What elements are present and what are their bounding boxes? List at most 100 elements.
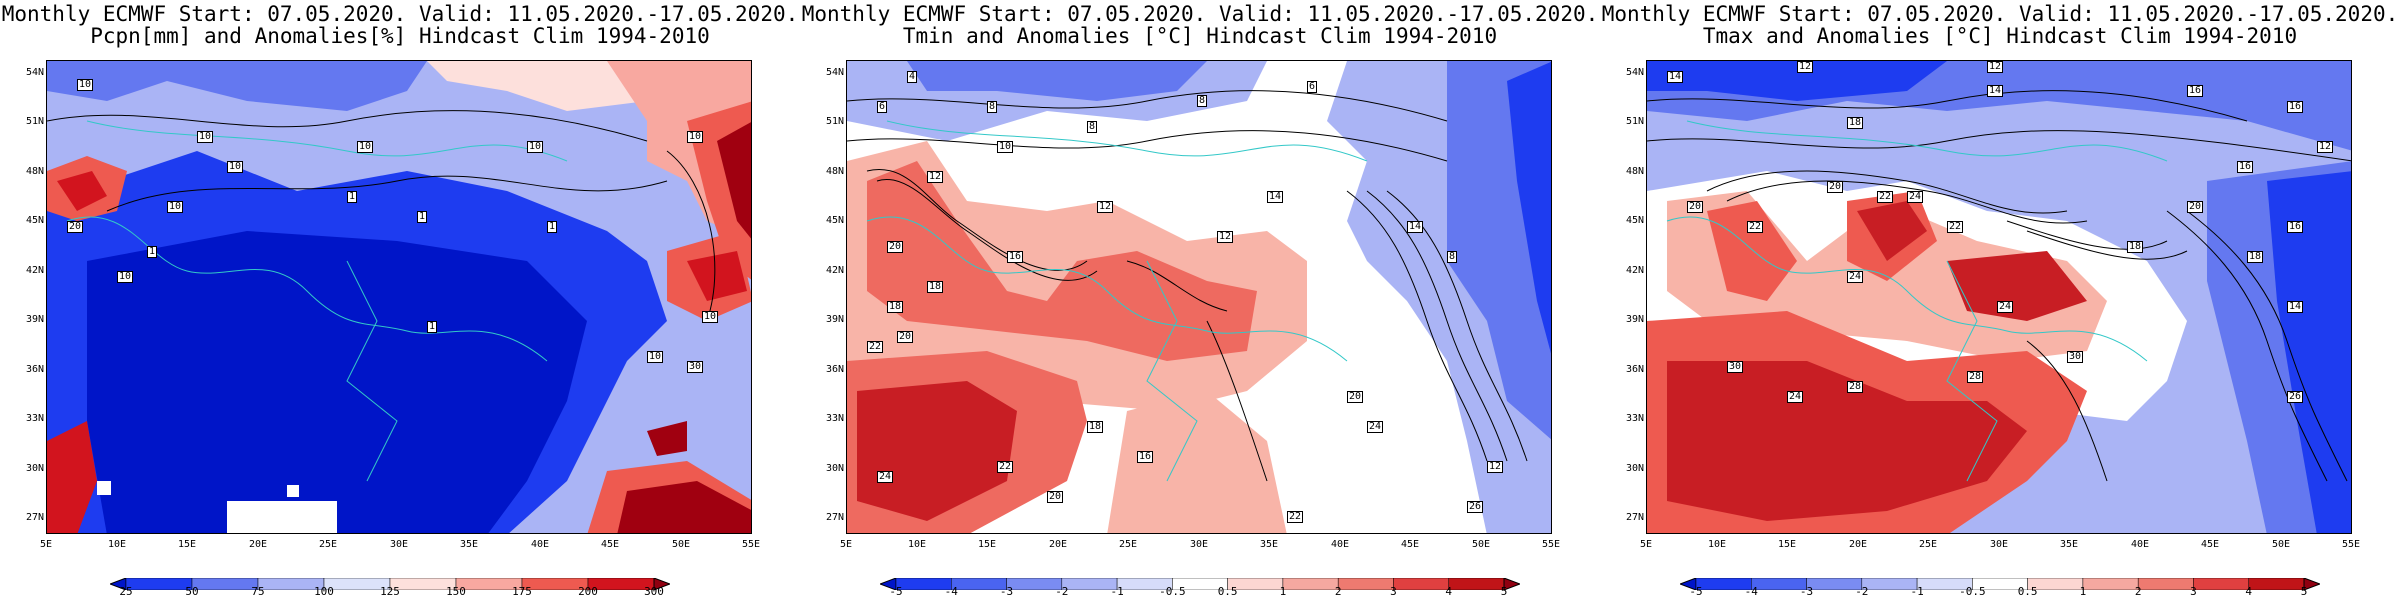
lon-tick: 55E xyxy=(1541,539,1561,550)
contour-label: 18 xyxy=(2247,251,2264,263)
contour-label: 24 xyxy=(1847,271,1864,283)
lon-tick: 45E xyxy=(600,539,620,550)
contour-label: 1 xyxy=(417,211,428,223)
panel-tmax: Monthly ECMWF Start: 07.05.2020. Valid: … xyxy=(1600,0,2400,600)
colorbar-label: 4 xyxy=(2245,585,2253,598)
contour-label: 6 xyxy=(1307,81,1318,93)
lat-tick: 45N xyxy=(25,215,44,226)
colorbar-label: -5 xyxy=(1689,585,1703,598)
contour-label: 8 xyxy=(1087,121,1098,133)
colorbar-label: 1 xyxy=(2079,585,2087,598)
lon-tick: 55E xyxy=(741,539,761,550)
contour-label: 4 xyxy=(907,71,918,83)
lon-tick: 25E xyxy=(1918,539,1938,550)
contour-label: 10 xyxy=(687,131,704,143)
lon-tick: 25E xyxy=(318,539,338,550)
contour-label: 20 xyxy=(887,241,904,253)
colorbar-graphic xyxy=(110,578,670,590)
contour-label: 12 xyxy=(1797,61,1814,73)
panel-title-line2: Tmin and Anomalies [°C] Hindcast Clim 19… xyxy=(902,24,1498,48)
colorbar-label: -3 xyxy=(999,585,1014,598)
colorbar-segment xyxy=(653,578,670,590)
lat-tick: 36N xyxy=(25,364,44,375)
lat-tick: 48N xyxy=(1625,166,1644,177)
colorbar-label: 2 xyxy=(2134,585,2142,598)
lon-tick: 10E xyxy=(107,539,127,550)
lat-tick: 33N xyxy=(25,413,44,424)
lon-tick: 45E xyxy=(2200,539,2220,550)
lat-tick: 48N xyxy=(25,166,44,177)
lat-tick: 39N xyxy=(1625,314,1644,325)
colorbar-label: -4 xyxy=(944,585,958,598)
contour-label: 22 xyxy=(1877,191,1894,203)
lat-tick: 54N xyxy=(25,67,44,78)
colorbar-label: 25 xyxy=(119,585,133,598)
lon-tick: 40E xyxy=(2130,539,2150,550)
colorbar-label: 0.5 xyxy=(1217,585,1238,598)
colorbar-label: 100 xyxy=(314,585,334,598)
colorbar-label: 200 xyxy=(578,585,598,598)
contour-label: 22 xyxy=(867,341,884,353)
colorbar-label: -0.5 xyxy=(1159,585,1186,598)
colorbar-label: -4 xyxy=(1744,585,1758,598)
contour-label: 1 xyxy=(547,221,558,233)
tmin-map: 4 6 8 8 8 6 10 12 12 14 16 12 20 18 18 2… xyxy=(846,60,1552,534)
lat-tick: 33N xyxy=(825,413,844,424)
contour-label: 26 xyxy=(1467,501,1484,513)
lon-tick: 25E xyxy=(1118,539,1138,550)
colorbar xyxy=(880,578,1520,590)
tmax-map: 12 14 12 14 16 16 18 20 22 24 20 22 24 2… xyxy=(1646,60,2352,534)
lon-tick: 55E xyxy=(2341,539,2361,550)
lon-tick: 30E xyxy=(1989,539,2009,550)
contour-label: 10 xyxy=(227,161,244,173)
colorbar xyxy=(1680,578,2320,590)
contour-label: 16 xyxy=(2187,85,2204,97)
contour-label: 8 xyxy=(1197,95,1208,107)
panel-precipitation: Monthly ECMWF Start: 07.05.2020. Valid: … xyxy=(0,0,800,600)
contour-label: 14 xyxy=(2287,301,2304,313)
lat-tick: 30N xyxy=(825,463,844,474)
lat-tick: 36N xyxy=(825,364,844,375)
contour-label: 28 xyxy=(1847,381,1864,393)
contour-label: 18 xyxy=(1847,117,1864,129)
contour-label: 24 xyxy=(1997,301,2014,313)
contour-label: 14 xyxy=(1407,221,1424,233)
contour-label: 10 xyxy=(117,271,134,283)
colorbar-label: 75 xyxy=(251,585,265,598)
colorbar-label: -1 xyxy=(1910,585,1924,598)
colorbar-label: 150 xyxy=(446,585,466,598)
colorbar-label: 125 xyxy=(380,585,400,598)
contour-label: 18 xyxy=(927,281,944,293)
lat-tick: 27N xyxy=(1625,512,1644,523)
tmax-map-graphic xyxy=(1647,61,2351,533)
contour-label: 16 xyxy=(1137,451,1154,463)
colorbar-graphic xyxy=(1680,578,2320,590)
panel-title-line1: Monthly ECMWF Start: 07.05.2020. Valid: … xyxy=(801,2,1599,26)
colorbar-label: 300 xyxy=(644,585,664,598)
contour-label: 24 xyxy=(1787,391,1804,403)
contour-label: 16 xyxy=(1007,251,1024,263)
contour-label: 12 xyxy=(2317,141,2334,153)
contour-label: 16 xyxy=(2237,161,2254,173)
contour-label: 10 xyxy=(997,141,1014,153)
lat-tick: 51N xyxy=(25,116,44,127)
lon-tick: 10E xyxy=(1707,539,1727,550)
contour-label: 1 xyxy=(427,321,438,333)
lat-tick: 30N xyxy=(1625,463,1644,474)
contour-label: 16 xyxy=(2287,101,2304,113)
contour-label: 8 xyxy=(987,101,998,113)
lat-tick: 42N xyxy=(1625,265,1644,276)
contour-label: 26 xyxy=(2287,391,2304,403)
colorbar-label: 50 xyxy=(185,585,199,598)
colorbar-label: -0.5 xyxy=(1959,585,1986,598)
lon-tick: 30E xyxy=(1189,539,1209,550)
colorbar-label: 3 xyxy=(1390,585,1397,598)
contour-label: 22 xyxy=(1947,221,1964,233)
lon-tick: 45E xyxy=(1400,539,1420,550)
lat-tick: 27N xyxy=(25,512,44,523)
lon-tick: 35E xyxy=(2059,539,2079,550)
lon-tick: 50E xyxy=(2271,539,2291,550)
lon-tick: 15E xyxy=(977,539,997,550)
contour-label: 10 xyxy=(77,79,94,91)
lat-tick: 33N xyxy=(1625,413,1644,424)
